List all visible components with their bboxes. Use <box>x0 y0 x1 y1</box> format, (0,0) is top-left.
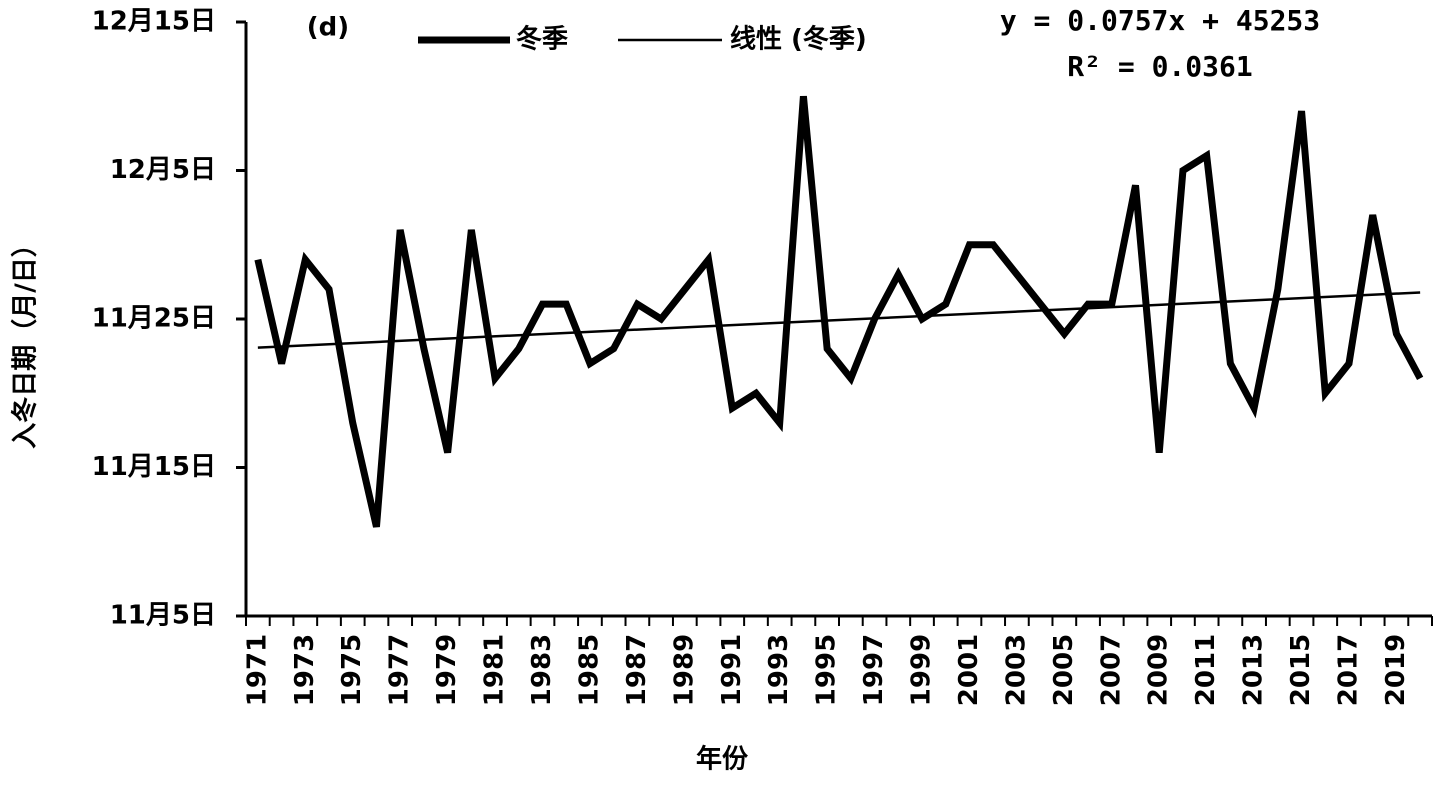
x-tick-label: 2015 <box>1286 634 1316 706</box>
x-tick-label: 2003 <box>1001 634 1031 706</box>
x-tick-label: 1991 <box>717 634 747 706</box>
equation: y = 0.0757x + 45253 <box>1000 4 1320 37</box>
x-tick-label: 2005 <box>1049 634 1079 706</box>
x-tick-label: 1987 <box>622 634 652 706</box>
y-axis-title: 入冬日期（月/日） <box>11 231 41 449</box>
x-tick-label: 1999 <box>907 634 937 706</box>
legend-label: 线性 (冬季) <box>730 25 867 55</box>
x-axis-title: 年份 <box>696 744 748 775</box>
x-tick-label: 1975 <box>337 634 367 706</box>
x-tick-label: 1977 <box>385 634 415 706</box>
x-tick-label: 1981 <box>480 634 510 706</box>
x-tick-label: 2019 <box>1381 634 1411 706</box>
x-tick-label: 2009 <box>1144 634 1174 706</box>
legend-label: 冬季 <box>516 25 568 55</box>
x-tick-label: 2017 <box>1333 634 1363 706</box>
x-tick-label: 2001 <box>954 634 984 706</box>
x-tick-label: 2013 <box>1239 634 1269 706</box>
y-tick-label: 11月15日 <box>92 452 216 482</box>
x-tick-label: 1993 <box>764 634 794 706</box>
x-tick-label: 2007 <box>1096 634 1126 706</box>
x-tick-label: 1989 <box>669 634 699 706</box>
data-line <box>254 95 1424 528</box>
x-tick-label: 1983 <box>527 634 557 706</box>
y-tick-label: 12月5日 <box>110 155 216 185</box>
x-tick-label: 1995 <box>812 634 842 706</box>
panel-label: (d) <box>307 13 349 43</box>
trend-line <box>257 291 1421 349</box>
x-tick-label: 1973 <box>290 634 320 706</box>
x-tick-label: 1979 <box>432 634 462 706</box>
x-tick-label: 2011 <box>1191 634 1221 706</box>
y-tick-label: 11月25日 <box>92 304 216 334</box>
y-tick-label: 11月5日 <box>110 601 216 631</box>
x-tick-label: 1997 <box>859 634 889 706</box>
x-tick-label: 1971 <box>242 634 272 706</box>
r-squared: R² = 0.0361 <box>1067 50 1252 83</box>
x-tick-label: 1985 <box>574 634 604 706</box>
y-tick-label: 12月15日 <box>92 7 216 37</box>
